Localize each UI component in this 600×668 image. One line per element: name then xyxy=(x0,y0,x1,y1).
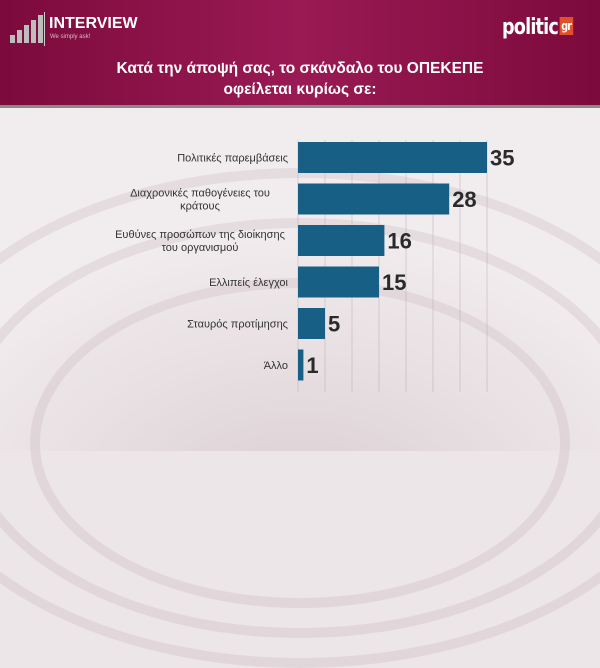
category-label: κράτους xyxy=(180,201,220,213)
chart-title: Κατά την άποψή σας, το σκάνδαλο του ΟΠΕΚ… xyxy=(116,60,484,98)
brand-tagline: We simply ask! xyxy=(50,34,91,40)
bar xyxy=(298,142,487,173)
category-label: Ευθύνες προσώπων της διοίκησης xyxy=(115,229,285,241)
bar xyxy=(298,225,385,256)
category-label: Ελλιπείς έλεγχοι xyxy=(209,277,288,289)
category-label: του οργανισμού xyxy=(162,242,239,254)
publisher-logo: politic gr xyxy=(502,15,573,40)
data-label: 15 xyxy=(382,270,406,295)
data-label: 16 xyxy=(387,229,411,254)
bar xyxy=(298,349,304,381)
bar-chart: 35 Πολιτικές παρεμβάσεις 28 Διαχρονικές παθ… xyxy=(115,140,514,392)
bar xyxy=(298,266,379,298)
header: INTERVIEW We simply ask! politic gr Κατά … xyxy=(0,0,600,108)
bar xyxy=(298,308,325,339)
brand-name: INTERVIEW xyxy=(49,15,138,32)
category-label: Σταυρός προτίμησης xyxy=(187,319,288,331)
category-label: Πολιτικές παρεμβάσεις xyxy=(177,153,288,165)
data-label: 35 xyxy=(490,146,514,171)
bar xyxy=(298,183,450,215)
interview-logo-icon xyxy=(10,15,43,43)
data-label: 5 xyxy=(328,312,340,337)
data-label: 1 xyxy=(306,353,318,378)
category-label: Διαχρονικές παθογένειες του xyxy=(130,188,270,200)
data-label: 28 xyxy=(452,187,476,212)
logo-divider xyxy=(44,12,45,46)
category-label: Άλλο xyxy=(264,360,288,372)
